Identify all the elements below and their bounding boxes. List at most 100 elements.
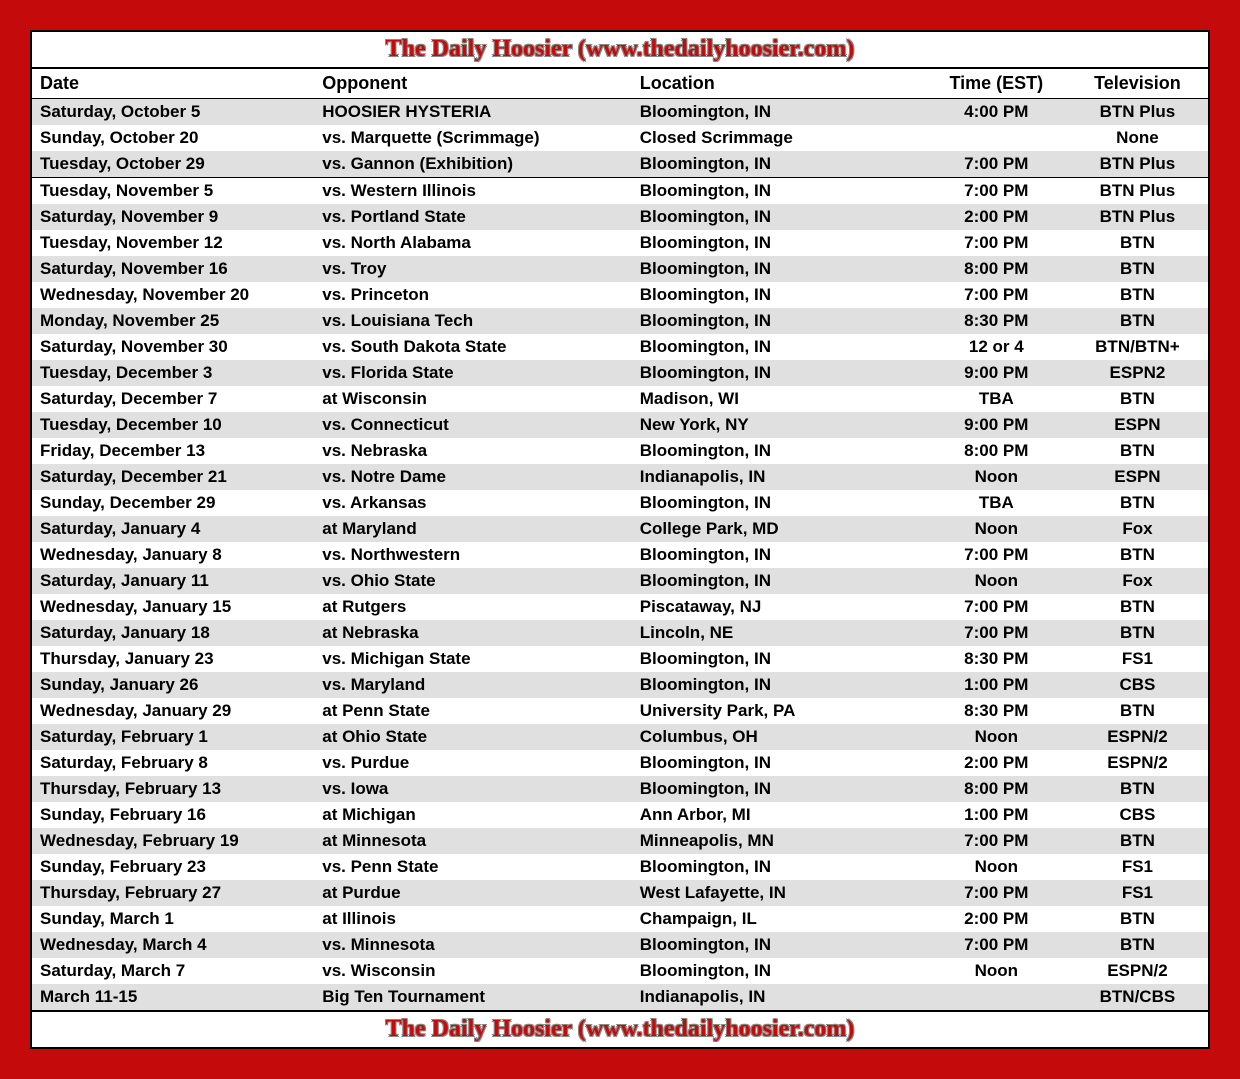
table-row: Saturday, December 7at WisconsinMadison,… (32, 386, 1208, 412)
table-row: Tuesday, October 29vs. Gannon (Exhibitio… (32, 151, 1208, 178)
table-row: Thursday, February 13vs. IowaBloomington… (32, 776, 1208, 802)
table-row: Saturday, November 30vs. South Dakota St… (32, 334, 1208, 360)
cell-television: Fox (1067, 516, 1208, 542)
table-row: Friday, December 13vs. NebraskaBloomingt… (32, 438, 1208, 464)
schedule-table: Date Opponent Location Time (EST) Televi… (32, 69, 1208, 1010)
cell-television: BTN (1067, 698, 1208, 724)
table-row: Saturday, November 16vs. TroyBloomington… (32, 256, 1208, 282)
cell-opponent: at Penn State (314, 698, 632, 724)
cell-date: Sunday, February 23 (32, 854, 314, 880)
schedule-body: Saturday, October 5HOOSIER HYSTERIABloom… (32, 99, 1208, 1011)
cell-location: Bloomington, IN (632, 334, 926, 360)
cell-opponent: at Rutgers (314, 594, 632, 620)
cell-date: Wednesday, January 8 (32, 542, 314, 568)
cell-date: Wednesday, January 29 (32, 698, 314, 724)
cell-time: Noon (926, 724, 1067, 750)
cell-location: Bloomington, IN (632, 256, 926, 282)
table-row: Saturday, January 11vs. Ohio StateBloomi… (32, 568, 1208, 594)
table-row: Wednesday, February 19at MinnesotaMinnea… (32, 828, 1208, 854)
cell-time: 1:00 PM (926, 802, 1067, 828)
cell-television: BTN/BTN+ (1067, 334, 1208, 360)
col-header-television: Television (1067, 69, 1208, 99)
cell-television: BTN Plus (1067, 151, 1208, 178)
table-row: Tuesday, December 10vs. ConnecticutNew Y… (32, 412, 1208, 438)
cell-location: Bloomington, IN (632, 542, 926, 568)
cell-date: Saturday, January 11 (32, 568, 314, 594)
col-header-date: Date (32, 69, 314, 99)
table-row: Wednesday, November 20vs. PrincetonBloom… (32, 282, 1208, 308)
cell-time: Noon (926, 854, 1067, 880)
cell-date: Wednesday, March 4 (32, 932, 314, 958)
cell-time: 7:00 PM (926, 828, 1067, 854)
cell-location: Madison, WI (632, 386, 926, 412)
cell-television: BTN (1067, 776, 1208, 802)
cell-date: March 11-15 (32, 984, 314, 1010)
cell-date: Thursday, February 27 (32, 880, 314, 906)
table-row: Tuesday, December 3vs. Florida StateBloo… (32, 360, 1208, 386)
cell-date: Saturday, January 4 (32, 516, 314, 542)
cell-opponent: vs. Minnesota (314, 932, 632, 958)
cell-opponent: at Wisconsin (314, 386, 632, 412)
cell-location: Bloomington, IN (632, 776, 926, 802)
cell-television: ESPN/2 (1067, 958, 1208, 984)
cell-television: BTN (1067, 906, 1208, 932)
cell-time: 8:30 PM (926, 646, 1067, 672)
cell-time: 2:00 PM (926, 906, 1067, 932)
cell-television: CBS (1067, 802, 1208, 828)
cell-opponent: vs. Michigan State (314, 646, 632, 672)
cell-location: Bloomington, IN (632, 282, 926, 308)
table-row: Tuesday, November 12vs. North AlabamaBlo… (32, 230, 1208, 256)
cell-opponent: vs. Ohio State (314, 568, 632, 594)
cell-time: 12 or 4 (926, 334, 1067, 360)
cell-opponent: vs. Wisconsin (314, 958, 632, 984)
cell-date: Saturday, October 5 (32, 99, 314, 126)
cell-time: 1:00 PM (926, 672, 1067, 698)
table-row: Saturday, January 18at NebraskaLincoln, … (32, 620, 1208, 646)
cell-location: Bloomington, IN (632, 230, 926, 256)
table-row: Wednesday, March 4vs. MinnesotaBloomingt… (32, 932, 1208, 958)
col-header-time: Time (EST) (926, 69, 1067, 99)
table-row: Wednesday, January 15at RutgersPiscatawa… (32, 594, 1208, 620)
cell-date: Saturday, February 8 (32, 750, 314, 776)
cell-location: Bloomington, IN (632, 490, 926, 516)
table-row: Sunday, January 26vs. MarylandBloomingto… (32, 672, 1208, 698)
cell-opponent: vs. Purdue (314, 750, 632, 776)
table-row: Sunday, December 29vs. ArkansasBloomingt… (32, 490, 1208, 516)
cell-time: 9:00 PM (926, 360, 1067, 386)
table-row: Saturday, February 1at Ohio StateColumbu… (32, 724, 1208, 750)
cell-television: BTN (1067, 308, 1208, 334)
cell-date: Saturday, November 30 (32, 334, 314, 360)
cell-opponent: vs. Louisiana Tech (314, 308, 632, 334)
table-row: Sunday, February 23vs. Penn StateBloomin… (32, 854, 1208, 880)
cell-date: Sunday, March 1 (32, 906, 314, 932)
table-row: Saturday, January 4at MarylandCollege Pa… (32, 516, 1208, 542)
cell-television: CBS (1067, 672, 1208, 698)
cell-opponent: at Minnesota (314, 828, 632, 854)
cell-time: TBA (926, 490, 1067, 516)
cell-location: Bloomington, IN (632, 99, 926, 126)
cell-time: 7:00 PM (926, 620, 1067, 646)
cell-location: Bloomington, IN (632, 178, 926, 205)
cell-time: 7:00 PM (926, 282, 1067, 308)
cell-opponent: HOOSIER HYSTERIA (314, 99, 632, 126)
cell-date: Sunday, February 16 (32, 802, 314, 828)
table-row: Thursday, February 27at PurdueWest Lafay… (32, 880, 1208, 906)
cell-time: 2:00 PM (926, 204, 1067, 230)
cell-opponent: vs. Notre Dame (314, 464, 632, 490)
cell-date: Saturday, December 7 (32, 386, 314, 412)
cell-opponent: vs. Florida State (314, 360, 632, 386)
cell-television: ESPN2 (1067, 360, 1208, 386)
cell-location: Lincoln, NE (632, 620, 926, 646)
cell-television: ESPN/2 (1067, 750, 1208, 776)
table-row: Sunday, February 16at MichiganAnn Arbor,… (32, 802, 1208, 828)
cell-date: Tuesday, November 12 (32, 230, 314, 256)
cell-date: Sunday, December 29 (32, 490, 314, 516)
cell-location: Indianapolis, IN (632, 464, 926, 490)
schedule-container: The Daily Hoosier (www.thedailyhoosier.c… (30, 30, 1210, 1049)
cell-television: BTN (1067, 828, 1208, 854)
table-row: Wednesday, January 29at Penn StateUniver… (32, 698, 1208, 724)
cell-date: Wednesday, February 19 (32, 828, 314, 854)
cell-location: Piscataway, NJ (632, 594, 926, 620)
cell-opponent: vs. Northwestern (314, 542, 632, 568)
cell-time (926, 125, 1067, 151)
